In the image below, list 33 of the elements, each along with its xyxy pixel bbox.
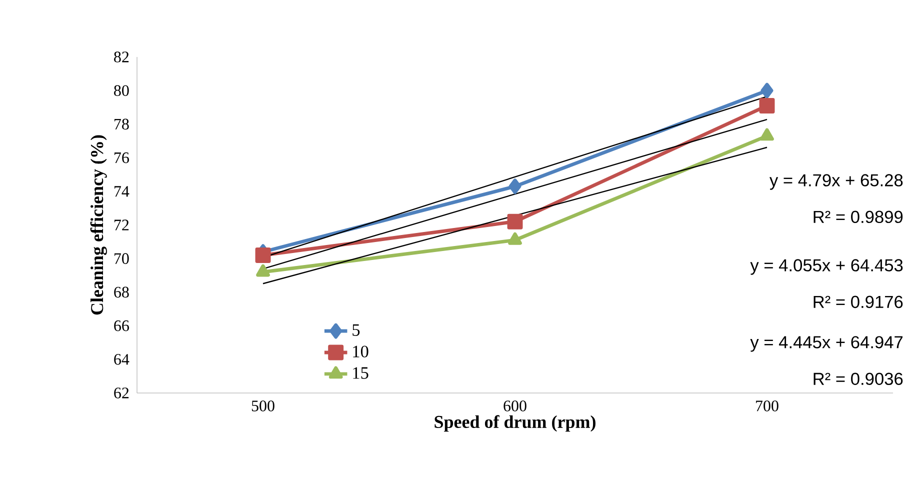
y-tick-label: 62 — [114, 388, 129, 398]
annotation: R² = 0.9036 — [814, 372, 903, 386]
point — [507, 214, 523, 230]
y-tick-label: 70 — [114, 253, 129, 264]
annotation: R² = 0.9176 — [814, 296, 903, 308]
annotation: y = 4.79x + 65.28 — [770, 174, 903, 190]
y-tick-label: 66 — [114, 320, 129, 332]
point — [255, 247, 271, 263]
y-tick-label: 74 — [114, 186, 130, 197]
point — [760, 82, 774, 98]
legend-label: 10 — [353, 346, 368, 358]
annotation: y = 4.445x + 64.947 — [750, 336, 903, 352]
point — [508, 178, 522, 194]
x-tick-label: 700 — [756, 400, 778, 412]
point — [508, 232, 522, 245]
x-axis-title: Speed of drum (rpm) — [434, 415, 596, 432]
legend-label: 5 — [352, 324, 360, 336]
annotation: R² = 0.9899 — [814, 210, 903, 224]
x-tick-label: 500 — [252, 400, 274, 412]
y-tick-label: 72 — [114, 220, 129, 230]
y-axis-title: Cleaning efficiency (%) — [90, 135, 107, 315]
x-tick-label: 600 — [504, 400, 526, 412]
point — [760, 128, 774, 141]
y-tick-label: 78 — [114, 118, 129, 130]
y-tick-label: 76 — [114, 152, 129, 164]
y-tick-label: 82 — [114, 52, 129, 62]
point — [256, 264, 270, 277]
point — [759, 98, 775, 114]
legend-label: 15 — [353, 367, 368, 379]
y-tick-label: 80 — [114, 85, 129, 96]
annotation: y = 4.055x + 64.453 — [750, 259, 903, 275]
y-tick-label: 64 — [114, 354, 130, 365]
y-tick-label: 68 — [114, 286, 129, 298]
